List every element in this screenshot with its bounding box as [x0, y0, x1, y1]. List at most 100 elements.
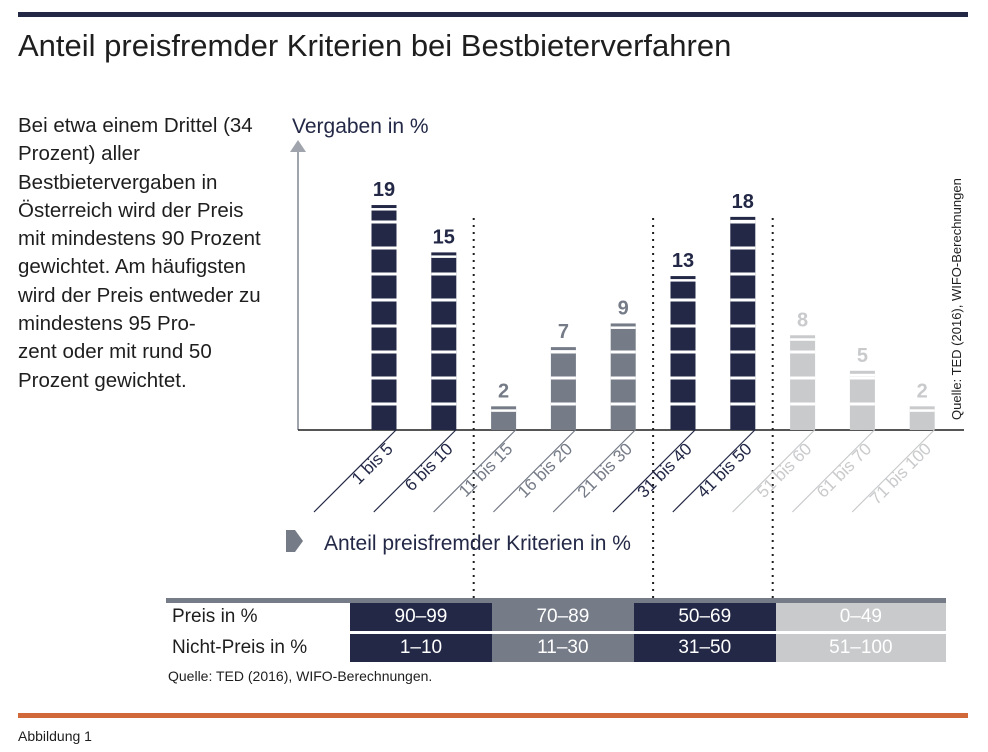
bar-stripe: [371, 350, 397, 354]
bar: [371, 205, 397, 430]
bar-top-line: [371, 208, 397, 211]
legend-cell: 1–10: [350, 632, 492, 662]
bar-2: [431, 252, 457, 430]
y-axis-label: Vergaben in %: [292, 115, 429, 138]
bar-3: [491, 406, 517, 430]
bar: [909, 406, 935, 430]
bar-stripe: [790, 350, 816, 354]
bar-stripe: [849, 376, 875, 380]
value-label: 2: [917, 380, 928, 402]
value-label: 5: [857, 345, 868, 367]
bar: [431, 252, 457, 430]
legend-cell: 0–49: [775, 600, 946, 634]
bar-stripe: [610, 402, 636, 406]
bar-stripe: [849, 402, 875, 406]
bar: [790, 335, 816, 430]
x-axis-arrow-icon: [286, 530, 295, 552]
bar-stripe: [431, 324, 457, 328]
value-label: 2: [498, 380, 509, 402]
x-axis-label: Anteil preisfremder Kriterien in %: [324, 532, 631, 555]
bar-10: [909, 406, 935, 430]
side-source: Quelle: TED (2016), WIFO-Berechnungen: [949, 178, 964, 420]
bar-stripe: [610, 376, 636, 380]
bar-top-line: [730, 219, 756, 223]
bar-stripe: [371, 324, 397, 328]
bar-top-line: [849, 373, 875, 377]
bar-5: [610, 323, 636, 430]
bar-stripe: [730, 298, 756, 302]
category-leader-line: [552, 429, 636, 513]
bar-stripe: [371, 246, 397, 250]
value-label: 13: [672, 250, 694, 272]
bar-stripe: [670, 350, 696, 354]
bar-stripe: [670, 324, 696, 328]
legend-table: Preis in % 90–99 70–89 50–69 0–49 Nicht-…: [166, 598, 946, 662]
bar-9: [849, 370, 875, 430]
bar-7: [730, 216, 756, 430]
bars: 19 15 2 7 9 13 18 8 5 2: [371, 179, 935, 430]
footer-source: Quelle: TED (2016), WIFO-Berechnungen.: [168, 668, 433, 684]
bar-stripe: [610, 350, 636, 354]
bar-stripe: [730, 246, 756, 250]
description-text: Bei etwa einem Drittel (34 Prozent) alle…: [18, 114, 261, 392]
legend-cell: 70–89: [491, 600, 634, 634]
bar-top-line: [670, 279, 696, 282]
bar-stripe: [730, 402, 756, 406]
group-separators: [472, 218, 774, 600]
bar-stripe: [550, 402, 576, 406]
bar-stripe: [431, 376, 457, 380]
category-label: 11 bis 15: [455, 439, 516, 500]
bar-stripe: [371, 220, 397, 224]
bar-top-line: [491, 409, 517, 412]
category-label: 51 bis 60: [753, 439, 815, 501]
bar-stripe: [431, 350, 457, 354]
bar-stripe: [730, 376, 756, 380]
y-axis-arrow-icon: [290, 140, 306, 152]
bar: [550, 347, 576, 430]
bar-8: [790, 335, 816, 430]
category-leader-line: [851, 429, 935, 513]
category-label: 71 bis 100: [866, 439, 935, 508]
top-rule: [18, 12, 968, 17]
category-leader-line: [672, 429, 756, 513]
legend-cell: 90–99: [350, 600, 492, 634]
category-label: 61 bis 70: [813, 439, 875, 501]
category-leader-line: [492, 429, 576, 513]
x-axis-arrow-tip-icon: [295, 530, 303, 552]
page-title: Anteil preisfremder Kriterien bei Bestbi…: [18, 28, 732, 63]
bar-top-line: [790, 338, 816, 341]
bar-stripe: [371, 298, 397, 302]
bar-stripe: [730, 350, 756, 354]
legend-cell: 31–50: [633, 632, 776, 662]
bar-stripe: [431, 402, 457, 406]
category-label: 31 bis 40: [634, 439, 696, 501]
legend-row-preis: Preis in % 90–99 70–89 50–69 0–49: [166, 600, 946, 634]
bar: [491, 406, 517, 430]
bar-stripe: [790, 402, 816, 406]
value-label: 18: [732, 191, 754, 213]
value-label: 19: [373, 179, 395, 201]
category-leader-line: [791, 429, 875, 513]
bar-stripe: [670, 298, 696, 302]
legend-row-label: Preis in %: [166, 600, 350, 634]
y-axis: [290, 140, 306, 430]
category-leader-line: [732, 429, 816, 513]
legend-row-label: Nicht-Preis in %: [166, 632, 350, 662]
value-label: 15: [433, 226, 455, 248]
x-axis-label-group: Anteil preisfremder Kriterien in %: [286, 530, 631, 555]
bar-stripe: [431, 272, 457, 276]
bar-top-line: [431, 255, 457, 258]
bar-stripe: [790, 376, 816, 380]
bar-stripe: [550, 376, 576, 380]
value-label: 8: [797, 309, 808, 331]
bar-stripe: [371, 402, 397, 406]
bar-4: [550, 347, 576, 430]
category-leader-line: [612, 429, 696, 513]
legend-cell: 50–69: [633, 600, 776, 634]
bar-stripe: [371, 376, 397, 380]
bar-stripe: [371, 272, 397, 276]
bar-stripe: [670, 402, 696, 406]
legend-row-nicht-preis: Nicht-Preis in % 1–10 11–30 31–50 51–100: [166, 632, 946, 662]
